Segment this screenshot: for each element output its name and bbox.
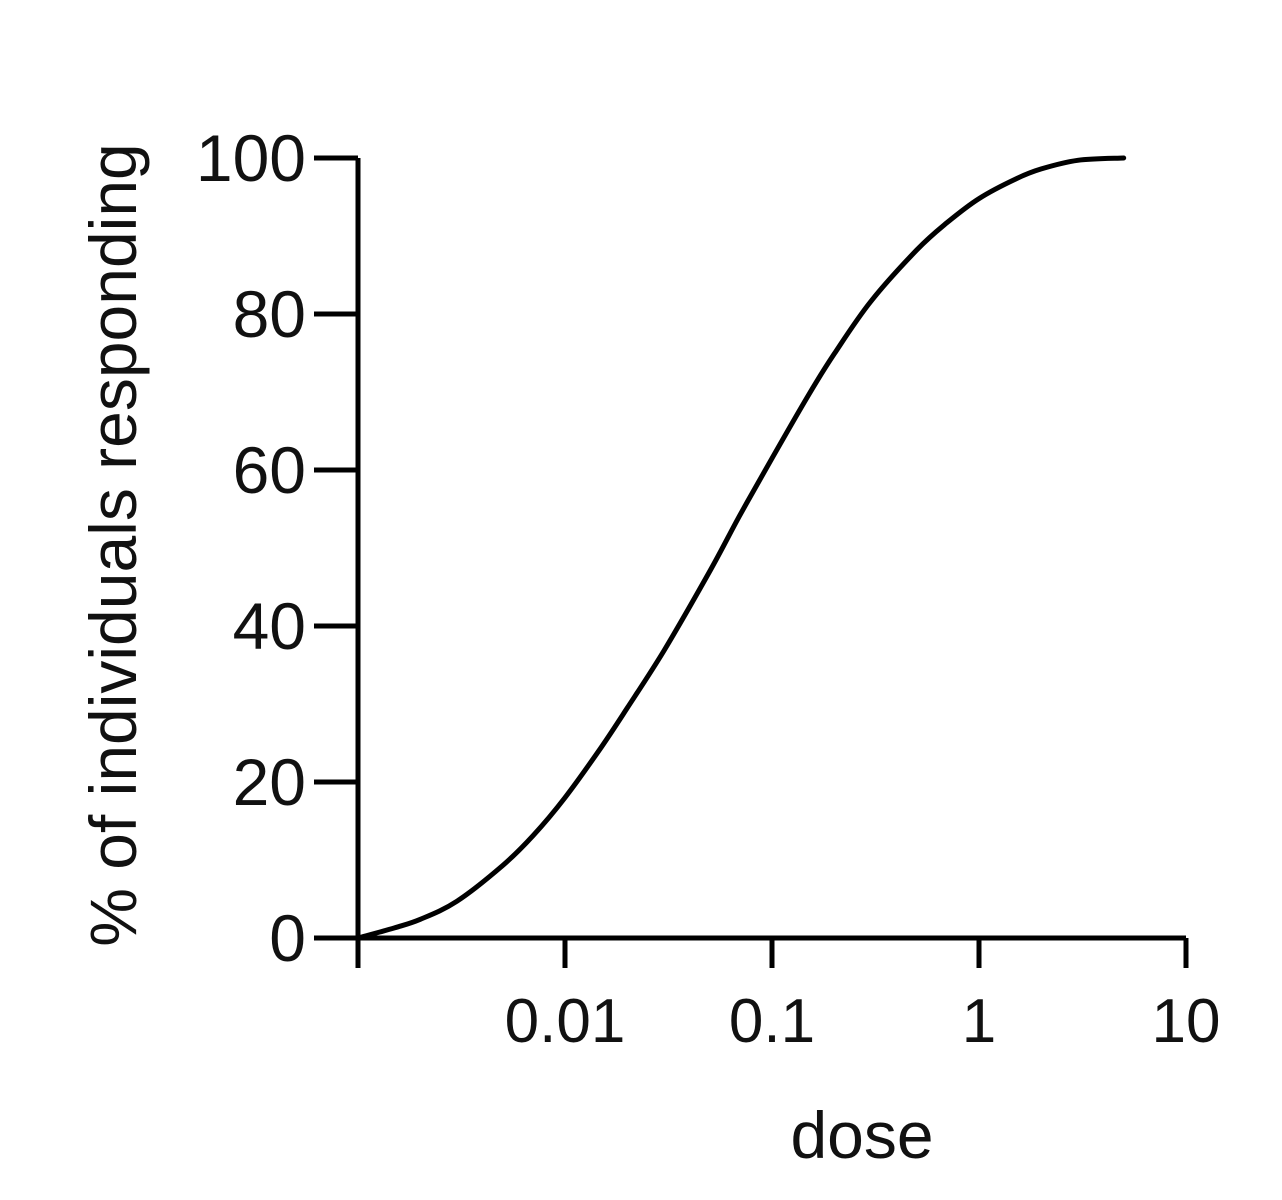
x-tick-label: 1 [962,987,996,1056]
y-tick-label: 0 [269,901,306,975]
x-axis-title: dose [790,1098,933,1172]
y-axis-title: % of individuals responding [76,143,150,947]
y-tick-label: 100 [196,121,306,195]
series [355,155,1127,941]
y-tick-label: 60 [233,433,306,507]
x-tick-label: 0.1 [729,987,815,1056]
y-tick-label: 40 [233,589,306,663]
y-tick-label: 80 [233,277,306,351]
x-tick-label: 10 [1152,987,1221,1056]
x-ticks: 0.01 0.1 1 10 [355,938,1221,1056]
axes [314,158,1186,941]
y-tick-label: 20 [233,745,306,819]
y-ticks: 0 20 40 60 80 100 [196,121,358,975]
x-tick-label: 0.01 [505,987,626,1056]
series-line [355,155,1127,941]
